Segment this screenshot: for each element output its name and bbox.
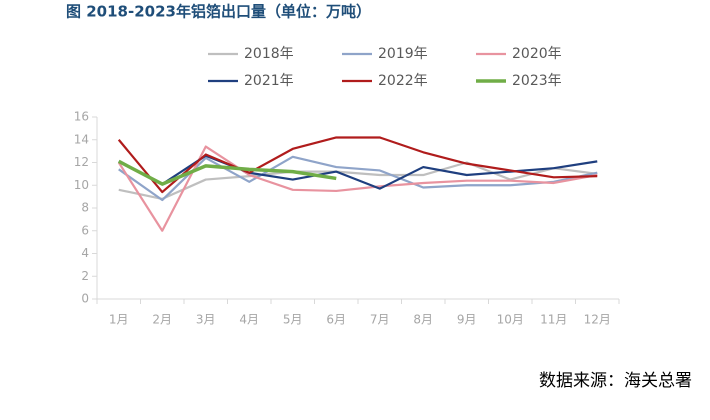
legend-label: 2021年: [244, 73, 294, 89]
series-line: [118, 161, 598, 200]
series-line: [117, 159, 337, 186]
x-tick-label: 4月: [239, 313, 259, 327]
x-tick-label: 9月: [457, 313, 477, 327]
x-tick-label: 6月: [326, 313, 346, 327]
y-tick-label: 8: [81, 201, 89, 215]
legend-label: 2019年: [378, 46, 428, 62]
chart-title: 图 2018-2023年铝箔出口量（单位：万吨）: [66, 3, 371, 21]
x-tick-label: 10月: [497, 313, 524, 327]
series-line: [117, 145, 598, 232]
series-line: [118, 155, 598, 202]
series-line: [117, 136, 598, 194]
x-tick-label: 7月: [370, 313, 390, 327]
y-tick-label: 10: [74, 178, 89, 192]
x-tick-label: 12月: [584, 313, 611, 327]
x-tick-label: 3月: [196, 313, 216, 327]
y-tick-label: 12: [74, 155, 89, 169]
x-tick-label: 1月: [109, 313, 129, 327]
y-tick-label: 4: [81, 246, 89, 260]
x-tick-label: 11月: [540, 313, 567, 327]
y-tick-label: 6: [81, 223, 89, 237]
x-tick-label: 2月: [152, 313, 172, 327]
legend-label: 2018年: [244, 46, 294, 62]
x-tick-label: 5月: [283, 313, 303, 327]
y-tick-label: 2: [81, 269, 89, 283]
y-tick-label: 0: [81, 292, 89, 306]
legend-label: 2020年: [512, 46, 562, 62]
legend-label: 2022年: [378, 73, 428, 89]
legend-label: 2023年: [512, 73, 562, 89]
y-tick-label: 14: [74, 132, 89, 146]
y-tick-label: 16: [74, 110, 89, 124]
source-note: 数据来源：海关总署: [539, 371, 692, 391]
x-tick-label: 8月: [413, 313, 433, 327]
